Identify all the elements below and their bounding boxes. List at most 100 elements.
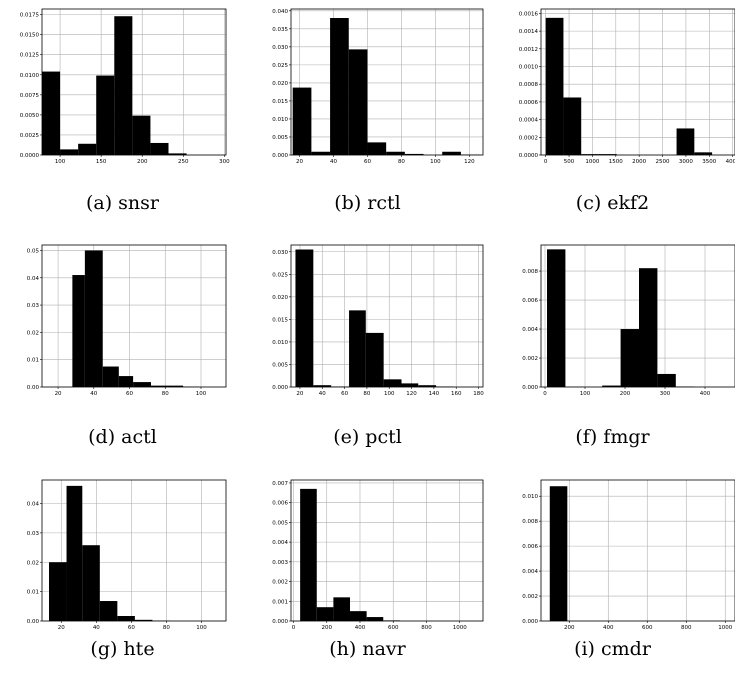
y-tick-label: 0.04 xyxy=(27,502,40,508)
x-tick-label: 300 xyxy=(219,159,230,165)
y-tick-label: 0.005 xyxy=(272,520,288,526)
x-tick-label: 0 xyxy=(292,625,296,631)
panel-caption: (a) snsr xyxy=(0,192,245,214)
y-tick-label: 0.006 xyxy=(522,544,538,550)
histogram-bar xyxy=(293,88,312,155)
x-tick-label: 140 xyxy=(429,391,440,397)
y-tick-label: 0.0014 xyxy=(519,29,539,35)
histogram-bar xyxy=(563,97,581,155)
panel-caption: (i) cmdr xyxy=(490,638,735,660)
panel-caption: (c) ekf2 xyxy=(490,192,735,214)
x-tick-label: 3000 xyxy=(679,159,693,165)
y-tick-label: 0.05 xyxy=(27,248,40,254)
x-tick-label: 80 xyxy=(162,391,169,397)
y-tick-label: 0.01 xyxy=(27,358,39,364)
x-tick-label: 20 xyxy=(58,625,65,631)
histogram-bar xyxy=(42,72,60,155)
y-tick-label: 0.0175 xyxy=(20,13,40,19)
x-tick-label: 600 xyxy=(388,625,399,631)
y-tick-label: 0.0004 xyxy=(519,118,539,124)
y-tick-label: 0.0008 xyxy=(519,82,539,88)
histogram-bar xyxy=(78,144,96,155)
x-tick-label: 0 xyxy=(543,391,547,397)
histogram-bar xyxy=(386,152,405,155)
panel-caption: (d) actl xyxy=(0,426,245,448)
y-tick-label: 0.030 xyxy=(272,250,288,256)
y-tick-label: 0.025 xyxy=(272,272,288,278)
x-tick-label: 200 xyxy=(620,391,631,397)
x-tick-label: 80 xyxy=(163,625,170,631)
y-tick-label: 0.002 xyxy=(272,580,288,586)
y-tick-label: 0.004 xyxy=(272,540,288,546)
histogram-bar xyxy=(330,18,349,155)
y-tick-label: 0.006 xyxy=(272,501,288,507)
y-tick-label: 0.000 xyxy=(272,385,288,391)
x-tick-label: 200 xyxy=(321,625,332,631)
x-tick-label: 80 xyxy=(398,159,405,165)
y-tick-label: 0.0012 xyxy=(519,47,538,53)
x-tick-label: 20 xyxy=(296,159,303,165)
y-tick-label: 0.0075 xyxy=(20,93,40,99)
x-tick-label: 800 xyxy=(421,625,432,631)
histogram-bar xyxy=(114,16,132,155)
y-tick-label: 0.002 xyxy=(522,356,538,362)
y-tick-label: 0.0125 xyxy=(20,53,40,59)
x-tick-label: 160 xyxy=(451,391,462,397)
histogram-bar xyxy=(96,76,114,155)
histogram-bar xyxy=(621,329,639,387)
y-tick-label: 0.002 xyxy=(522,594,538,600)
histogram-bar xyxy=(117,616,135,621)
y-tick-label: 0.025 xyxy=(272,63,288,69)
y-tick-label: 0.0100 xyxy=(20,73,40,79)
x-tick-label: 100 xyxy=(55,159,66,165)
histogram-bar xyxy=(119,376,133,387)
y-tick-label: 0.03 xyxy=(27,303,40,309)
y-tick-label: 0.0016 xyxy=(519,11,539,17)
y-tick-label: 0.005 xyxy=(272,362,288,368)
x-tick-label: 120 xyxy=(406,391,417,397)
x-tick-label: 250 xyxy=(178,159,189,165)
plot-frame xyxy=(291,9,483,155)
x-tick-label: 200 xyxy=(137,159,148,165)
histogram-bar xyxy=(82,545,100,621)
x-tick-label: 3500 xyxy=(702,159,716,165)
y-tick-label: 0.000 xyxy=(522,385,538,391)
y-tick-label: 0.0150 xyxy=(20,33,40,39)
x-tick-label: 200 xyxy=(564,625,575,631)
panel-caption: (b) rctl xyxy=(245,192,490,214)
y-tick-label: 0.02 xyxy=(27,330,39,336)
y-tick-label: 0.015 xyxy=(272,99,288,105)
y-tick-label: 0.04 xyxy=(27,276,40,282)
y-tick-label: 0.03 xyxy=(27,531,40,537)
histogram-bar xyxy=(677,128,695,155)
histogram-bar xyxy=(132,116,150,155)
x-tick-label: 40 xyxy=(319,391,326,397)
histogram-bar xyxy=(350,611,367,621)
histogram-bar xyxy=(300,489,317,621)
x-tick-label: 100 xyxy=(196,625,207,631)
histogram-bar xyxy=(442,152,461,155)
x-tick-label: 20 xyxy=(55,391,62,397)
panel-caption: (e) pctl xyxy=(245,426,490,448)
x-tick-label: 100 xyxy=(580,391,591,397)
x-tick-label: 60 xyxy=(126,391,133,397)
histogram-bar xyxy=(349,310,366,387)
x-tick-label: 1000 xyxy=(453,625,467,631)
y-tick-label: 0.010 xyxy=(272,117,288,123)
y-tick-label: 0.0025 xyxy=(20,133,40,139)
x-tick-label: 100 xyxy=(384,391,395,397)
y-tick-label: 0.0002 xyxy=(519,135,538,141)
histogram-panel: 050010001500200025003000350040000.00000.… xyxy=(519,9,735,165)
x-tick-label: 100 xyxy=(196,391,207,397)
y-tick-label: 0.040 xyxy=(272,9,288,15)
y-tick-label: 0.02 xyxy=(27,560,39,566)
histogram-bar xyxy=(367,617,384,621)
y-tick-label: 0.004 xyxy=(522,327,538,333)
histogram-bar xyxy=(295,250,313,387)
histogram-bar xyxy=(72,275,85,387)
